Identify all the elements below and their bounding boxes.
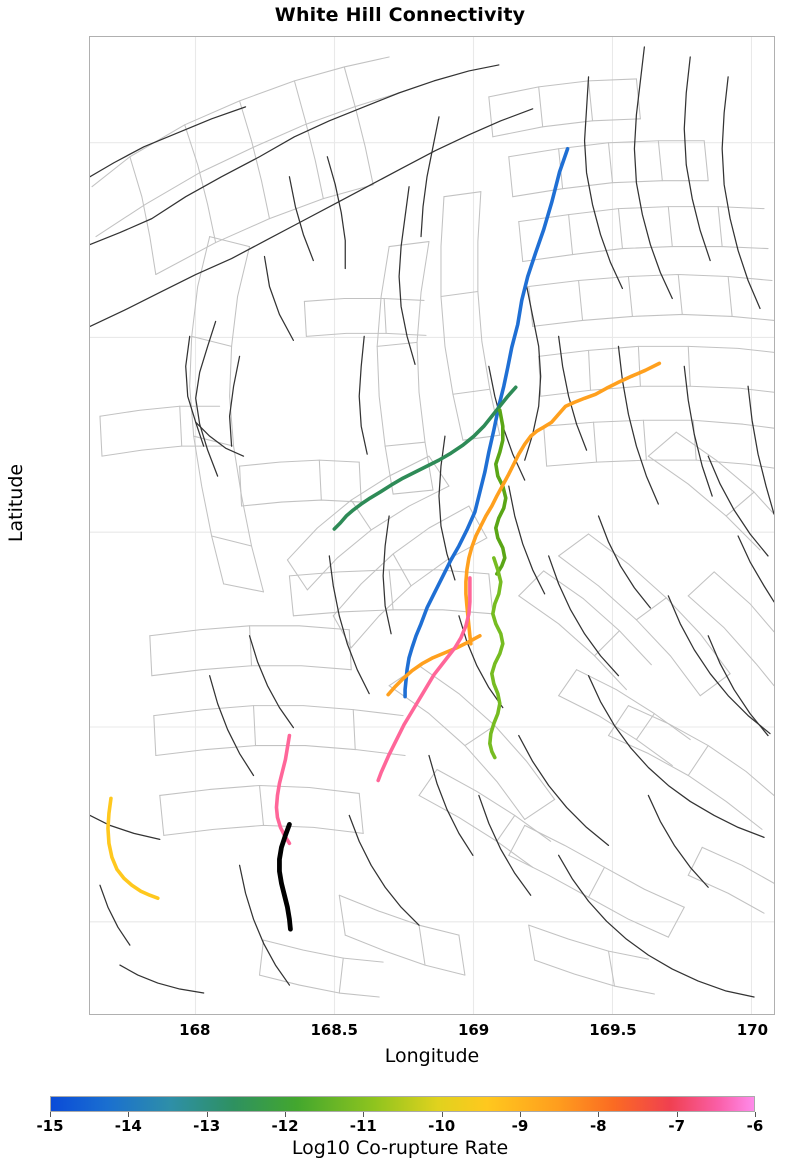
- colorbar-tick: [441, 1112, 443, 1117]
- fault-pink-upper-trace: [376, 576, 472, 783]
- xtick-label: 169: [457, 1021, 490, 1039]
- colorbar-tick-label: -14: [114, 1117, 142, 1135]
- gridlines: [90, 37, 774, 1014]
- page-title: White Hill Connectivity: [274, 4, 526, 26]
- x-axis-title: Longitude: [384, 1045, 480, 1067]
- colorbar-tick-label: -13: [193, 1117, 221, 1135]
- fault-orange-main-trace: [464, 361, 662, 646]
- fault-orange-short-trace: [386, 633, 482, 697]
- colorbar-tick: [755, 1112, 756, 1117]
- fault-sea-green-trace: [332, 385, 518, 531]
- colorbar-tick-label: -11: [349, 1117, 377, 1135]
- minor-fault-traces: [91, 56, 774, 998]
- fault-pink-lower-trace: [274, 733, 292, 846]
- fault-yellow-green-trace: [488, 556, 505, 760]
- colorbar-tick: [520, 1112, 521, 1117]
- colorbar-tick-label: -9: [511, 1117, 529, 1135]
- fault-mid-green-trace: [494, 408, 508, 576]
- xtick-label: 169.5: [589, 1021, 637, 1039]
- colorbar-tick-label: -8: [589, 1117, 607, 1135]
- colorbar-tick-label: -6: [746, 1117, 764, 1135]
- y-axis-title: Latitude: [5, 463, 27, 543]
- colorbar-tick: [128, 1112, 130, 1117]
- highlighted-fault-traces[interactable]: [106, 146, 662, 932]
- xtick-label: 170: [736, 1021, 769, 1039]
- colorbar-tick-label: -10: [428, 1117, 456, 1135]
- fault-black-bold-trace: [277, 821, 293, 932]
- colorbar-tick: [206, 1112, 208, 1117]
- colorbar-tick: [598, 1112, 600, 1117]
- colorbar-tick: [285, 1112, 286, 1117]
- colorbar-tick: [50, 1112, 51, 1117]
- map-canvas: [90, 37, 774, 1014]
- colorbar[interactable]: [50, 1096, 756, 1117]
- xtick-label: 168.5: [310, 1021, 358, 1039]
- fault-northern-blue-trace: [403, 146, 570, 699]
- map-plot-area[interactable]: [89, 36, 775, 1015]
- fault-gold-trace: [106, 796, 160, 901]
- colorbar-tick-label: -7: [668, 1117, 686, 1135]
- colorbar-gradient: [50, 1096, 755, 1112]
- colorbar-tick: [676, 1112, 678, 1117]
- major-fault-traces: [90, 46, 774, 998]
- colorbar-title: Log10 Co-rupture Rate: [291, 1137, 509, 1159]
- xtick-label: 168: [179, 1021, 211, 1039]
- colorbar-tick: [363, 1112, 365, 1117]
- colorbar-tick-label: -15: [36, 1117, 64, 1135]
- colorbar-tick-label: -12: [271, 1117, 299, 1135]
